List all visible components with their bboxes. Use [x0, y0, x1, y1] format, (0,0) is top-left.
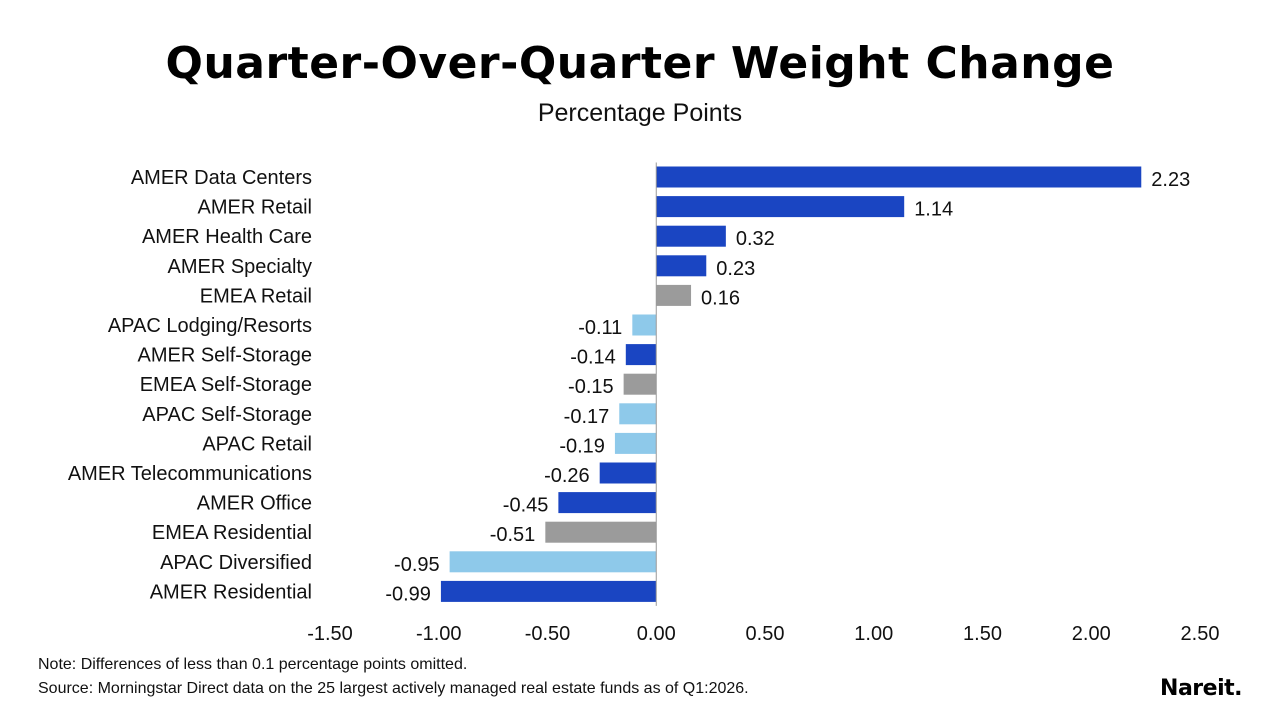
value-label: 0.16 [701, 287, 740, 309]
x-tick-label: -1.50 [307, 623, 353, 645]
value-label: -0.26 [544, 465, 590, 487]
value-label: -0.95 [394, 554, 440, 576]
value-labels: 2.23 1.14 0.32 0.23 0.16 -0.11 -0.14 -0.15 -0.17… [385, 169, 1190, 605]
category-label: APAC Diversified [160, 552, 312, 574]
bar-3 [656, 255, 707, 277]
category-label: AMER Health Care [142, 226, 312, 248]
category-label: APAC Lodging/Resorts [108, 315, 312, 337]
bar-8 [619, 403, 657, 425]
value-label: -0.14 [570, 347, 616, 369]
source-note: Source: Morningstar Direct data on the 2… [38, 680, 749, 697]
x-axis-ticks: -1.50 -1.00 -0.50 0.00 0.50 1.00 1.50 2.00 2.50 [307, 623, 1219, 645]
category-labels: AMER Data Centers AMER Retail AMER Health … [68, 167, 312, 603]
bar-14 [440, 580, 657, 602]
bar-10 [599, 462, 657, 484]
category-label: APAC Self-Storage [142, 404, 312, 426]
category-label: AMER Self-Storage [137, 345, 312, 367]
x-tick-label: 1.00 [854, 623, 893, 645]
value-label: 1.14 [914, 199, 953, 221]
category-label: AMER Retail [198, 197, 312, 219]
value-label: -0.19 [559, 435, 605, 457]
x-tick-label: -0.50 [525, 623, 571, 645]
value-label: 2.23 [1151, 169, 1190, 191]
value-label: -0.45 [503, 495, 549, 517]
category-label: EMEA Self-Storage [140, 374, 312, 396]
bar-1 [656, 196, 905, 218]
bar-0 [656, 166, 1142, 188]
bar-12 [545, 521, 657, 543]
category-label: EMEA Residential [152, 522, 312, 544]
bar-5 [632, 314, 657, 336]
x-tick-label: 2.50 [1181, 623, 1220, 645]
bar-7 [623, 373, 657, 395]
value-label: -0.15 [568, 376, 614, 398]
bar-11 [558, 492, 657, 514]
x-tick-label: -1.00 [416, 623, 462, 645]
footnote: Note: Differences of less than 0.1 perce… [38, 656, 468, 673]
category-label: AMER Telecommunications [68, 463, 312, 485]
x-tick-label: 0.50 [746, 623, 785, 645]
chart-title: Quarter-Over-Quarter Weight Change [165, 38, 1115, 89]
category-label: EMEA Retail [200, 285, 312, 307]
value-label: -0.99 [385, 583, 431, 605]
category-label: APAC Retail [202, 433, 312, 455]
value-label: 0.23 [716, 258, 755, 280]
category-label: AMER Office [197, 493, 312, 515]
category-label: AMER Residential [150, 581, 312, 603]
value-label: -0.17 [564, 406, 610, 428]
bar-13 [449, 551, 657, 573]
bar-9 [614, 432, 657, 454]
x-tick-label: 0.00 [637, 623, 676, 645]
chart-subtitle: Percentage Points [537, 99, 743, 127]
bar-6 [625, 344, 657, 366]
value-label: 0.32 [736, 228, 775, 250]
category-label: AMER Specialty [168, 256, 313, 278]
bar-4 [656, 284, 692, 306]
x-tick-label: 1.50 [963, 623, 1002, 645]
bars-layer [440, 166, 1142, 602]
nareit-logo: Nareit. [1160, 676, 1242, 701]
value-label: -0.51 [490, 524, 536, 546]
value-label: -0.11 [578, 317, 622, 339]
bar-2 [656, 225, 726, 247]
category-label: AMER Data Centers [131, 167, 312, 189]
x-tick-label: 2.00 [1072, 623, 1111, 645]
